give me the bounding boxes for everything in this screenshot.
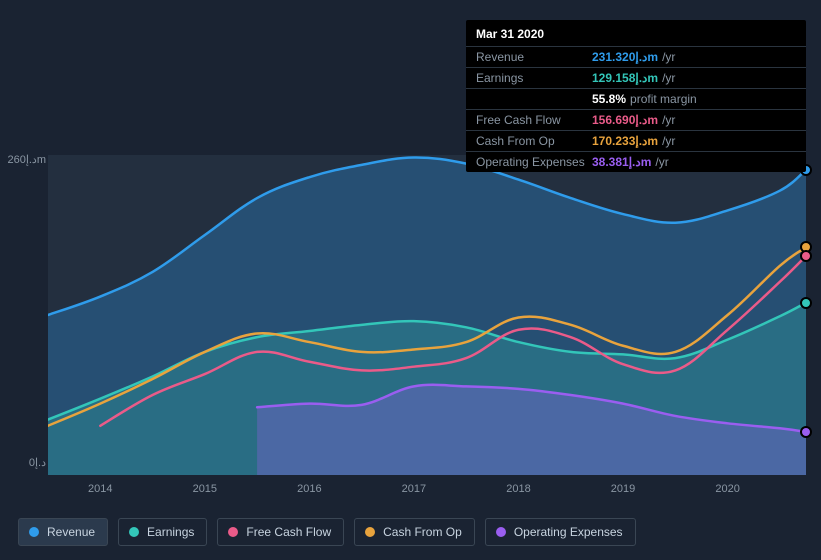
legend-item-revenue[interactable]: Revenue [18, 518, 108, 546]
tooltip-metric-label: Free Cash Flow [476, 113, 592, 127]
legend-item-free-cash-flow[interactable]: Free Cash Flow [217, 518, 344, 546]
tooltip-profit-margin: 55.8%profit margin [466, 89, 806, 110]
x-axis: 2014 2015 2016 2017 2018 2019 2020 [48, 477, 806, 497]
tooltip-metric-value: 156.690د.إm [592, 113, 658, 127]
tooltip-metric-value: 231.320د.إm [592, 50, 658, 64]
series-end-dot [800, 297, 812, 309]
y-tick-min: د.إ0 [29, 456, 46, 469]
x-tick: 2019 [611, 483, 635, 495]
tooltip-metric-value: 170.233د.إm [592, 134, 658, 148]
series-end-dot [800, 426, 812, 438]
legend-item-operating-expenses[interactable]: Operating Expenses [485, 518, 636, 546]
tooltip-row: Cash From Op170.233د.إm/yr [466, 131, 806, 152]
tooltip-metric-unit: /yr [662, 71, 675, 85]
legend-swatch [29, 527, 39, 537]
legend-label: Free Cash Flow [246, 525, 331, 539]
y-axis: 260د.إm د.إ0 [18, 155, 48, 475]
x-tick: 2016 [297, 483, 321, 495]
legend-item-cash-from-op[interactable]: Cash From Op [354, 518, 475, 546]
legend-swatch [365, 527, 375, 537]
tooltip-metric-label: Earnings [476, 71, 592, 85]
tooltip-metric-unit: /yr [662, 50, 675, 64]
legend-label: Cash From Op [383, 525, 462, 539]
legend-swatch [129, 527, 139, 537]
tooltip-row: Free Cash Flow156.690د.إm/yr [466, 110, 806, 131]
chart-legend: Revenue Earnings Free Cash Flow Cash From O… [18, 518, 636, 546]
chart-tooltip: Mar 31 2020 Revenue231.320د.إm/yrEarning… [466, 20, 806, 172]
tooltip-metric-unit: /yr [662, 113, 675, 127]
tooltip-metric-value: 129.158د.إm [592, 71, 658, 85]
plot-area[interactable] [48, 155, 806, 475]
tooltip-metric-label: Revenue [476, 50, 592, 64]
financials-chart[interactable]: 260د.إm د.إ0 2014 2015 2016 2017 2018 2019 202… [18, 155, 806, 495]
x-tick: 2018 [506, 483, 530, 495]
tooltip-row: Revenue231.320د.إm/yr [466, 47, 806, 68]
tooltip-metric-unit: /yr [655, 155, 668, 169]
legend-label: Operating Expenses [514, 525, 623, 539]
legend-label: Earnings [147, 525, 194, 539]
legend-swatch [496, 527, 506, 537]
tooltip-metric-label: Cash From Op [476, 134, 592, 148]
y-tick-max: 260د.إm [7, 153, 46, 166]
chart-app: Mar 31 2020 Revenue231.320د.إm/yrEarning… [0, 0, 821, 560]
legend-swatch [228, 527, 238, 537]
x-tick: 2015 [193, 483, 217, 495]
tooltip-metric-unit: /yr [662, 134, 675, 148]
tooltip-metric-label: Operating Expenses [476, 155, 592, 169]
x-tick: 2017 [402, 483, 426, 495]
legend-label: Revenue [47, 525, 95, 539]
legend-item-earnings[interactable]: Earnings [118, 518, 207, 546]
tooltip-metric-value: 38.381د.إm [592, 155, 651, 169]
x-tick: 2020 [715, 483, 739, 495]
tooltip-row: Earnings129.158د.إm/yr [466, 68, 806, 89]
tooltip-row: Operating Expenses38.381د.إm/yr [466, 152, 806, 172]
x-tick: 2014 [88, 483, 112, 495]
series-end-dot [800, 250, 812, 262]
tooltip-date: Mar 31 2020 [466, 20, 806, 47]
